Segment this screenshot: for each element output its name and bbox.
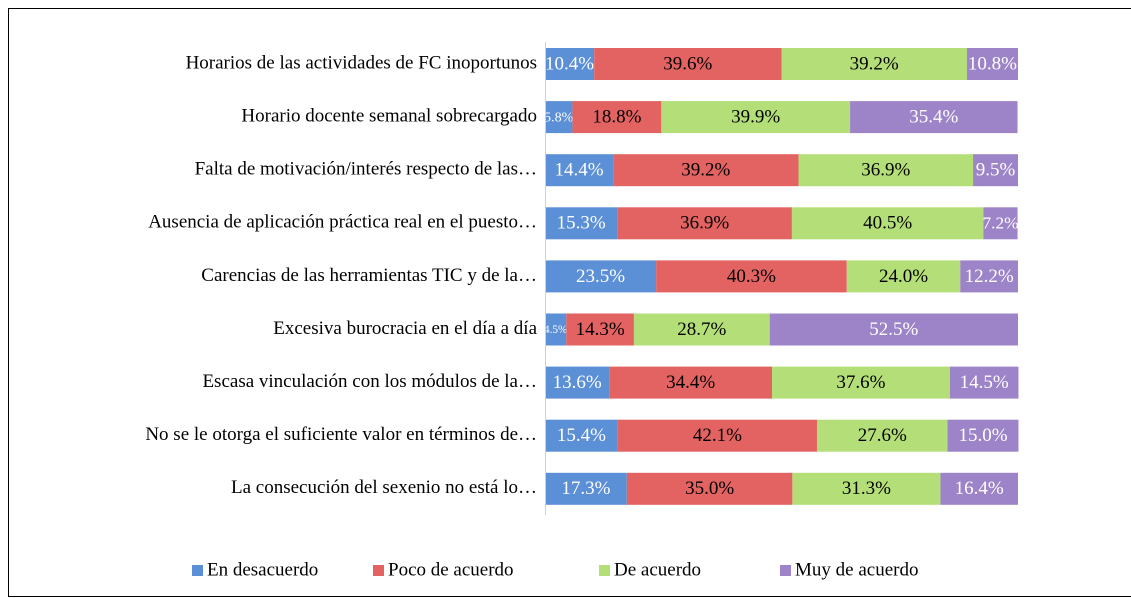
category-label: Horarios de las actividades de FC inopor… xyxy=(186,52,537,73)
bar-segment xyxy=(816,419,948,452)
bar-segment xyxy=(940,472,1018,505)
bar-segment xyxy=(545,154,614,187)
bar-segment xyxy=(850,101,1018,134)
bar-segment xyxy=(545,313,567,346)
data-label: 23.5% xyxy=(576,266,625,287)
bar-segment xyxy=(633,313,770,346)
data-label: 39.2% xyxy=(681,160,730,181)
data-label: 15.4% xyxy=(557,425,606,446)
bar-segment xyxy=(613,154,799,187)
data-label: 15.0% xyxy=(958,425,1007,446)
category-label: Falta de motivación/interés respecto de … xyxy=(195,159,537,180)
bar-segment xyxy=(798,154,974,187)
category-label: No se le otorga el suficiente valor en t… xyxy=(145,424,537,445)
data-label: 14.5% xyxy=(960,372,1009,393)
data-label: 34.4% xyxy=(666,372,715,393)
bar-segment xyxy=(545,419,618,452)
bar-segment xyxy=(781,48,967,80)
bar-segment xyxy=(791,207,984,240)
data-label: 10.4% xyxy=(545,53,594,74)
legend-marker xyxy=(192,565,203,576)
bar-segment xyxy=(545,101,573,134)
data-label: 37.6% xyxy=(836,372,885,393)
bar-segment xyxy=(572,101,662,134)
legend-marker xyxy=(599,565,610,576)
data-label: 28.7% xyxy=(677,319,726,340)
data-label: 39.9% xyxy=(731,106,780,127)
legend-marker xyxy=(780,565,791,576)
data-label: 27.6% xyxy=(858,425,907,446)
bar-segment xyxy=(846,260,961,293)
category-label: Ausencia de aplicación práctica real en … xyxy=(148,212,537,233)
bar-segment xyxy=(545,48,595,80)
bar-segment xyxy=(594,48,782,80)
bar-segment xyxy=(545,366,610,399)
data-label: 39.6% xyxy=(663,53,712,74)
data-label: 31.3% xyxy=(842,478,891,499)
bar-segment xyxy=(947,419,1019,452)
legend-marker xyxy=(373,565,384,576)
chart-frame xyxy=(8,8,1131,597)
data-label: 39.2% xyxy=(850,53,899,74)
data-label: 10.8% xyxy=(968,53,1017,74)
bar-segment xyxy=(609,366,773,399)
legend-label: Poco de acuerdo xyxy=(388,559,514,580)
bar-segment xyxy=(973,154,1018,187)
category-label: La consecución del sexenio no está lo… xyxy=(231,477,537,498)
data-label: 18.8% xyxy=(592,106,641,127)
data-label: 40.5% xyxy=(863,213,912,234)
data-label: 16.4% xyxy=(955,478,1004,499)
bar-segment xyxy=(949,366,1019,399)
data-label: 42.1% xyxy=(693,425,742,446)
bar-segment xyxy=(545,472,627,505)
bar-segment xyxy=(769,313,1018,346)
bar-segment xyxy=(960,260,1018,293)
category-label: Excesiva burocracia en el día a día xyxy=(273,318,537,339)
legend-label: Muy de acuerdo xyxy=(795,559,918,580)
bar-segment xyxy=(545,207,618,240)
bar-segment xyxy=(617,419,817,452)
bar-segment xyxy=(656,260,847,293)
data-label: 4.5% xyxy=(544,324,567,336)
bar-segment xyxy=(545,260,657,293)
data-label: 12.2% xyxy=(965,266,1014,287)
bar-segment xyxy=(966,48,1018,80)
legend-label: De acuerdo xyxy=(614,559,701,580)
data-label: 36.9% xyxy=(680,213,729,234)
data-label: 17.3% xyxy=(561,478,610,499)
data-label: 13.6% xyxy=(553,372,602,393)
bar-segment xyxy=(983,207,1018,240)
category-label: Horario docente semanal sobrecargado xyxy=(241,105,537,126)
legend-label: En desacuerdo xyxy=(207,559,318,580)
data-label: 5.8% xyxy=(544,109,574,125)
bar-segment xyxy=(617,207,792,240)
bar-segment xyxy=(661,101,851,134)
data-label: 35.0% xyxy=(685,478,734,499)
bar-segment xyxy=(792,472,941,505)
data-label: 15.3% xyxy=(557,213,606,234)
data-label: 24.0% xyxy=(879,266,928,287)
category-label: Escasa vinculación con los módulos de la… xyxy=(202,371,537,392)
data-label: 9.5% xyxy=(976,160,1016,181)
bar-segment xyxy=(772,366,950,399)
data-label: 14.3% xyxy=(576,319,625,340)
bar-segment xyxy=(626,472,793,505)
bar-segment xyxy=(566,313,634,346)
data-label: 40.3% xyxy=(727,266,776,287)
data-label: 52.5% xyxy=(869,319,918,340)
data-label: 35.4% xyxy=(909,106,958,127)
data-label: 14.4% xyxy=(555,160,604,181)
category-label: Carencias de las herramientas TIC y de l… xyxy=(201,265,537,286)
data-label: 36.9% xyxy=(861,160,910,181)
data-label: 7.2% xyxy=(982,213,1018,232)
